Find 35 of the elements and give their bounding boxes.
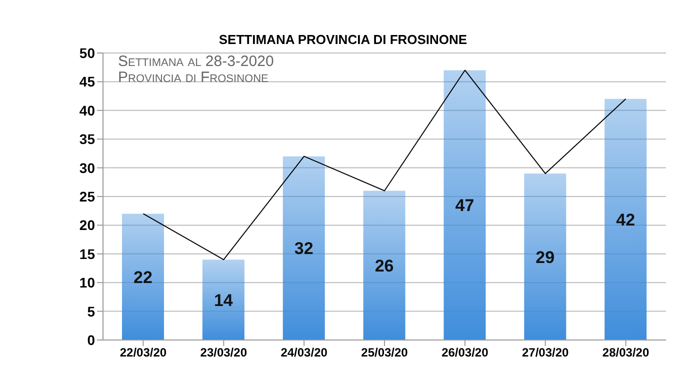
y-tick-label: 10	[79, 274, 96, 291]
y-tick-label: 50	[79, 44, 96, 61]
y-tick-label: 40	[79, 102, 96, 118]
chart-title: SETTIMANA PROVINCIA DI FROSINONE	[218, 32, 468, 47]
annotation: Provincia di Frosinone	[118, 69, 270, 86]
data-label: 14	[214, 290, 234, 310]
x-tick-label: 27/03/20	[522, 346, 570, 360]
bar	[202, 260, 244, 340]
x-tick-label: 23/03/20	[200, 346, 248, 360]
y-tick-label: 0	[87, 332, 96, 348]
data-label: 32	[294, 239, 314, 258]
bar	[363, 190, 406, 340]
annotation: Settimana al 28-3-2020	[118, 53, 274, 70]
bar	[444, 70, 486, 340]
x-tick-label: 24/03/20	[280, 346, 328, 360]
bar	[282, 156, 325, 340]
data-label: 47	[455, 196, 474, 216]
bar	[524, 174, 566, 340]
y-tick-label: 30	[79, 160, 96, 176]
x-tick-label: 26/03/20	[442, 346, 489, 360]
y-tick-label: 45	[79, 74, 96, 90]
y-tick-label: 5	[87, 303, 96, 320]
data-label: 29	[536, 248, 555, 267]
x-tick-label: 28/03/20	[602, 346, 650, 360]
y-tick-label: 35	[79, 131, 96, 148]
y-tick-label: 15	[79, 246, 96, 262]
x-tick-label: 22/03/20	[120, 346, 167, 360]
y-tick-label: 25	[79, 188, 96, 204]
data-label: 22	[134, 268, 152, 287]
data-label: 42	[616, 210, 636, 230]
bar	[122, 214, 164, 340]
data-label: 26	[374, 256, 394, 276]
x-tick-label: 25/03/20	[361, 346, 408, 360]
bar	[604, 98, 647, 340]
y-tick-label: 20	[79, 217, 96, 234]
